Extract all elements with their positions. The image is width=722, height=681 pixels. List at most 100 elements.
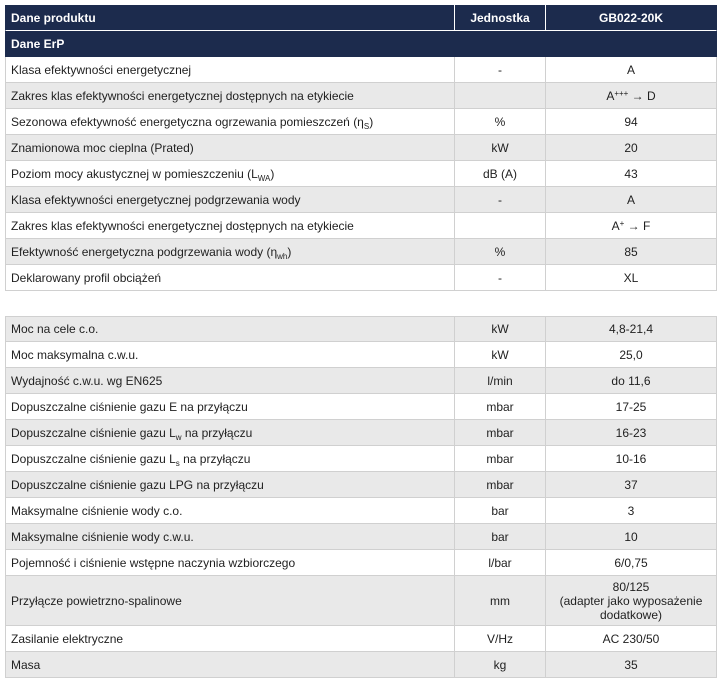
spec-row: Deklarowany profil obciążeń - XL [5,265,717,291]
spec-unit: mbar [455,420,546,446]
spec-row: Dopuszczalne ciśnienie gazu E na przyłąc… [5,394,717,420]
spec-unit: kW [455,342,546,368]
value-note: (adapter jako wyposażenie dodatkowe) [559,593,703,622]
spec-unit: mbar [455,394,546,420]
spec-value: A+++ → D [546,83,717,109]
spec-value: A [546,187,717,213]
label-tail: na przyłączu [179,451,251,466]
spec-row: Zasilanie elektryczne V/Hz AC 230/50 [5,626,717,652]
spec-label: Zakres klas efektywności energetycznej d… [5,213,455,239]
spec-unit [455,83,546,109]
spec-unit [455,213,546,239]
spec-value: 37 [546,472,717,498]
spec-row: Klasa efektywności energetycznej - A [5,57,717,83]
spec-label: Efektywność energetyczna podgrzewania wo… [5,239,455,265]
spec-unit: bar [455,498,546,524]
spec-row: Pojemność i ciśnienie wstępne naczynia w… [5,550,717,576]
spec-label: Zakres klas efektywności energetycznej d… [5,83,455,109]
spec-value: 25,0 [546,342,717,368]
spec-value: XL [546,265,717,291]
label-tail: ) [287,244,292,259]
spec-unit: mbar [455,446,546,472]
spec-value: 94 [546,109,717,135]
spec-label: Klasa efektywności energetycznej [5,57,455,83]
label-main: Sezonowa efektywność energetyczna ogrzew… [11,114,364,129]
spec-unit: kW [455,135,546,161]
spec-label: Wydajność c.w.u. wg EN625 [5,368,455,394]
label-main: Poziom mocy akustycznej w pomieszczeniu … [11,166,258,181]
spec-value: 10-16 [546,446,717,472]
label-main: Dopuszczalne ciśnienie gazu L [11,425,176,440]
value-sup: +++ [614,88,629,98]
spec-label: Poziom mocy akustycznej w pomieszczeniu … [5,161,455,187]
label-sub: WA [257,173,271,183]
spec-row: Dopuszczalne ciśnienie gazu Ls na przyłą… [5,446,717,472]
general-table: Moc na cele c.o. kW 4,8-21,4 Moc maksyma… [5,316,717,678]
section-title-erp: Dane ErP [5,31,717,57]
spec-value: 17-25 [546,394,717,420]
spec-value: 3 [546,498,717,524]
spec-row: Klasa efektywności energetycznej podgrze… [5,187,717,213]
label-sub: w [175,432,182,442]
spec-label-text: Dopuszczalne ciśnienie gazu Ls na przyłą… [11,451,251,468]
erp-table: Dane produktu Jednostka GB022-20K Dane E… [5,5,717,291]
label-tail: ) [270,166,275,181]
spec-value: 20 [546,135,717,161]
value-main: A [611,218,620,233]
spec-unit: kW [455,316,546,342]
spec-row: Moc maksymalna c.w.u. kW 25,0 [5,342,717,368]
spec-label-text: Efektywność energetyczna podgrzewania wo… [11,244,292,261]
spec-value: A [546,57,717,83]
spec-unit: mbar [455,472,546,498]
spec-value: 6/0,75 [546,550,717,576]
spec-value: AC 230/50 [546,626,717,652]
spec-unit: mm [455,576,546,626]
value-main: 80/125 [612,579,650,594]
spec-label: Przyłącze powietrzno-spalinowe [5,576,455,626]
spec-value: 80/125 (adapter jako wyposażenie dodatko… [546,576,717,626]
spec-unit: l/min [455,368,546,394]
label-main: Efektywność energetyczna podgrzewania wo… [11,244,278,259]
spec-row: Maksymalne ciśnienie wody c.w.u. bar 10 [5,524,717,550]
spec-label: Sezonowa efektywność energetyczna ogrzew… [5,109,455,135]
value-main: A [606,88,615,103]
label-main: Dopuszczalne ciśnienie gazu L [11,451,176,466]
spec-label-text: Sezonowa efektywność energetyczna ogrzew… [11,114,374,131]
spec-label: Znamionowa moc cieplna (Prated) [5,135,455,161]
spec-value: 16-23 [546,420,717,446]
spec-value: 4,8-21,4 [546,316,717,342]
spec-value: A+ → F [546,213,717,239]
value-tail: → D [628,88,656,103]
label-tail: ) [369,114,374,129]
spec-unit: dB (A) [455,161,546,187]
spec-label: Dopuszczalne ciśnienie gazu E na przyłąc… [5,394,455,420]
spec-label: Moc maksymalna c.w.u. [5,342,455,368]
spec-row: Wydajność c.w.u. wg EN625 l/min do 11,6 [5,368,717,394]
value-sup: + [619,218,625,228]
spec-label: Zasilanie elektryczne [5,626,455,652]
spec-value-text: A+++ → D [606,89,655,103]
label-sub: s [175,458,180,468]
label-tail: na przyłączu [181,425,253,440]
header-model: GB022-20K [546,5,717,31]
header-product: Dane produktu [5,5,455,31]
spec-label: Klasa efektywności energetycznej podgrze… [5,187,455,213]
spec-value: 43 [546,161,717,187]
spec-unit: kg [455,652,546,678]
spec-label: Dopuszczalne ciśnienie gazu Lw na przyłą… [5,420,455,446]
spec-row: Przyłącze powietrzno-spalinowe mm 80/125… [5,576,717,626]
spec-unit: - [455,187,546,213]
spec-value: 85 [546,239,717,265]
spec-value-text: A+ → F [612,219,651,233]
value-tail: → F [624,218,651,233]
spec-label-text: Dopuszczalne ciśnienie gazu Lw na przyłą… [11,425,253,442]
spec-label: Pojemność i ciśnienie wstępne naczynia w… [5,550,455,576]
spec-row: Masa kg 35 [5,652,717,678]
section-row-erp: Dane ErP [5,31,717,57]
spec-row: Zakres klas efektywności energetycznej d… [5,213,717,239]
spec-label: Maksymalne ciśnienie wody c.o. [5,498,455,524]
spec-label: Dopuszczalne ciśnienie gazu LPG na przył… [5,472,455,498]
spec-unit: bar [455,524,546,550]
spec-row: Dopuszczalne ciśnienie gazu LPG na przył… [5,472,717,498]
spec-label: Dopuszczalne ciśnienie gazu Ls na przyłą… [5,446,455,472]
